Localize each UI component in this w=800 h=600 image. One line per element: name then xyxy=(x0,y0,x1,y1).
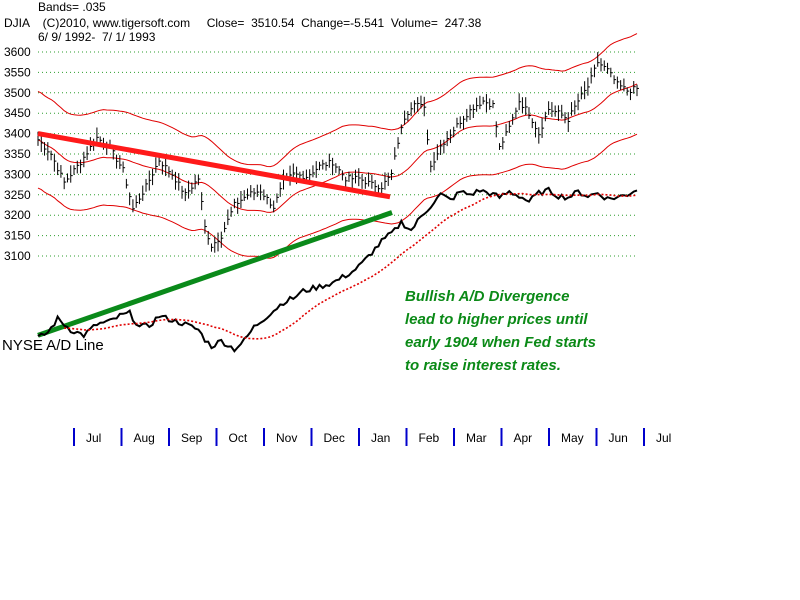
y-tick-label: 3500 xyxy=(4,86,31,100)
annotation-line: Bullish A/D Divergence xyxy=(405,288,570,305)
annotation-line: lead to higher prices until xyxy=(405,311,588,328)
chart-title-line: DJIA (C)2010, www.tigersoft.com Close= 3… xyxy=(4,16,482,30)
month-label: Jul xyxy=(656,431,671,445)
ad-uptrend-line xyxy=(37,210,393,338)
month-label: Aug xyxy=(134,431,155,445)
bands-label: Bands= .035 xyxy=(38,0,106,14)
month-label: Apr xyxy=(514,431,533,445)
month-label: Sep xyxy=(181,431,203,445)
month-label: Mar xyxy=(466,431,487,445)
bollinger-bands xyxy=(37,33,638,259)
y-tick-label: 3300 xyxy=(4,167,31,181)
ad-line-panel: NYSE A/D Line xyxy=(2,186,638,354)
y-tick-label: 3350 xyxy=(4,147,31,161)
date-range: 6/ 9/ 1992- 7/ 1/ 1993 xyxy=(38,30,156,44)
gridlines xyxy=(38,51,637,257)
ad-line-label: NYSE A/D Line xyxy=(2,337,104,354)
month-axis: Jul Aug Sep Oct Nov Dec Jan Feb Mar Apr May Jun Jul xyxy=(73,428,671,446)
y-tick-label: 3250 xyxy=(4,188,31,202)
trendlines xyxy=(37,131,393,338)
annotation-line: early 1904 when Fed starts xyxy=(405,334,596,351)
price-downtrend-line xyxy=(37,131,391,200)
nyse-ad-line xyxy=(37,186,638,353)
month-label: Nov xyxy=(276,431,297,445)
month-label: May xyxy=(561,431,584,445)
ad-moving-average xyxy=(64,192,638,340)
y-tick-label: 3200 xyxy=(4,208,31,222)
middle-band xyxy=(37,83,638,213)
month-label: Jun xyxy=(609,431,628,445)
month-label: Dec xyxy=(324,431,345,445)
upper-band xyxy=(37,33,638,168)
y-tick-label: 3400 xyxy=(4,127,31,141)
price-bars xyxy=(37,52,639,253)
y-tick-label: 3450 xyxy=(4,106,31,120)
y-axis-ticks: 3100 3150 3200 3250 3300 3350 3400 3450 3500 3550… xyxy=(4,45,31,263)
month-label: Jul xyxy=(86,431,101,445)
month-label: Jan xyxy=(371,431,390,445)
lower-band xyxy=(37,133,638,259)
annotation-line: to raise interest rates. xyxy=(405,357,561,374)
y-tick-label: 3150 xyxy=(4,229,31,243)
month-label: Oct xyxy=(229,431,248,445)
month-label: Feb xyxy=(419,431,440,445)
y-tick-label: 3600 xyxy=(4,45,31,59)
annotation: Bullish A/D Divergence lead to higher pri… xyxy=(405,288,596,374)
y-tick-label: 3550 xyxy=(4,65,31,79)
y-tick-label: 3100 xyxy=(4,249,31,263)
